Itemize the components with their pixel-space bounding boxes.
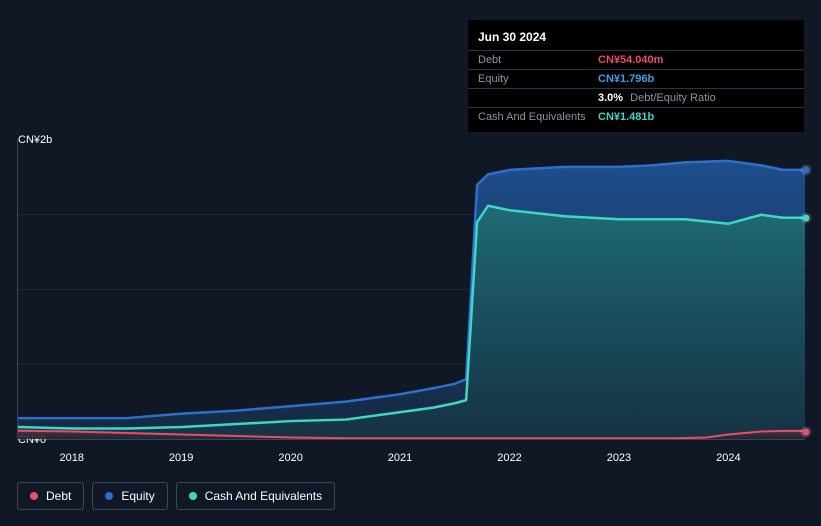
tooltip-row-value: 3.0% Debt/Equity Ratio (598, 92, 716, 104)
legend-dot-icon (189, 492, 197, 500)
chart-legend: Debt Equity Cash And Equivalents (17, 482, 335, 510)
x-axis-label: 2020 (278, 452, 302, 464)
legend-dot-icon (30, 492, 38, 500)
area-chart-svg (18, 140, 805, 439)
legend-label: Equity (121, 489, 154, 503)
chart-tooltip: Jun 30 2024 DebtCN¥54.040mEquityCN¥1.796… (468, 20, 804, 132)
legend-label: Cash And Equivalents (205, 489, 322, 503)
chart-plot-area: CN¥0CN¥2b (17, 140, 805, 440)
series-end-marker (803, 215, 810, 222)
tooltip-row-value: CN¥54.040m (598, 54, 663, 66)
tooltip-row: DebtCN¥54.040m (468, 50, 804, 69)
x-axis-label: 2022 (497, 452, 521, 464)
tooltip-row-value: CN¥1.796b (598, 73, 654, 85)
tooltip-row-label: Debt (478, 54, 598, 66)
x-axis-label: 2024 (716, 452, 740, 464)
legend-label: Debt (46, 489, 71, 503)
legend-item[interactable]: Equity (92, 482, 167, 510)
series-end-marker (803, 167, 810, 174)
x-axis: 2018 2019 2020 2021 2022 2023 2024 (17, 444, 805, 464)
legend-dot-icon (105, 492, 113, 500)
tooltip-row: Cash And EquivalentsCN¥1.481b (468, 107, 804, 126)
x-axis-label: 2018 (59, 452, 83, 464)
tooltip-row-value: CN¥1.481b (598, 111, 654, 123)
series-end-marker (803, 428, 810, 435)
tooltip-row-extra: Debt/Equity Ratio (627, 92, 716, 104)
tooltip-row-label: Equity (478, 73, 598, 85)
tooltip-date: Jun 30 2024 (468, 26, 804, 50)
x-axis-label: 2019 (169, 452, 193, 464)
tooltip-row: EquityCN¥1.796b (468, 69, 804, 88)
tooltip-row: 3.0% Debt/Equity Ratio (468, 88, 804, 107)
tooltip-row-label (478, 92, 598, 104)
legend-item[interactable]: Cash And Equivalents (176, 482, 335, 510)
legend-item[interactable]: Debt (17, 482, 84, 510)
tooltip-row-label: Cash And Equivalents (478, 111, 598, 123)
x-axis-label: 2021 (388, 452, 412, 464)
x-axis-label: 2023 (607, 452, 631, 464)
